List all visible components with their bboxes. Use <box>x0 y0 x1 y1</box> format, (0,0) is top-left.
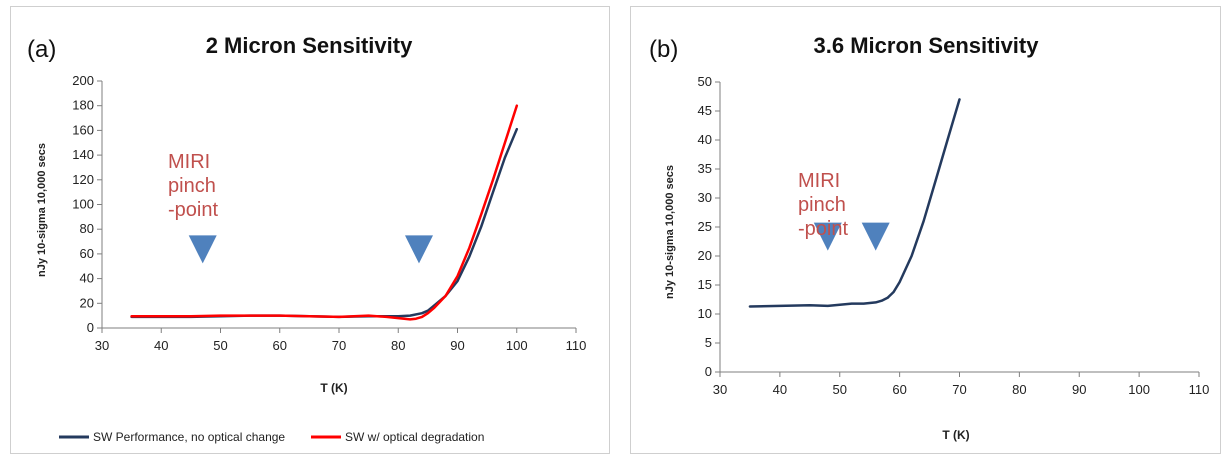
chart-a-y-tick-label: 120 <box>72 172 94 187</box>
chart-panel-b: (b) 3.6 Micron Sensitivity 0 5 10 15 20 25 30 3… <box>630 6 1221 454</box>
plot-area-b: 0 5 10 15 20 25 30 35 40 45 50 30 40 50 60 70 80 90 100 110… <box>698 74 1210 397</box>
chart-a-x-tick-label: 70 <box>332 338 346 353</box>
chart-b-series-line-1 <box>748 98 961 308</box>
chart-b-x-tick-label: 90 <box>1072 382 1086 397</box>
chart-a-annotation-line-2: pinch <box>168 175 216 197</box>
chart-a-x-tick-label: 40 <box>154 338 168 353</box>
chart-b-y-tick-label: 40 <box>698 132 712 147</box>
chart-b-y-tick-label: 10 <box>698 306 712 321</box>
chart-a-y-tick-label: 100 <box>72 197 94 212</box>
chart-a-x-tick-label: 50 <box>213 338 227 353</box>
chart-a-annotation-line-1: MIRI <box>168 151 210 173</box>
y-axis-label-a: nJy 10-sigma 10,000 secs <box>36 143 48 277</box>
plot-area-a: 0 20 40 60 80 100 120 140 160 180 200 30 40 50 60 70 80 9… <box>72 73 586 353</box>
chart-title-b: 3.6 Micron Sensitivity <box>814 33 1040 58</box>
chart-b-y-tick-label: 35 <box>698 161 712 176</box>
chart-a-y-tick-label: 20 <box>80 295 94 310</box>
chart-b-y-tick-label: 30 <box>698 190 712 205</box>
chart-a-y-tick-label: 160 <box>72 122 94 137</box>
chart-b-x-tick-label: 70 <box>952 382 966 397</box>
chart-b-y-tick-label: 5 <box>705 335 712 350</box>
chart-a-x-tick-label: 30 <box>95 338 109 353</box>
chart-a-y-tick-label: 140 <box>72 147 94 162</box>
chart-b-y-tick-label: 15 <box>698 277 712 292</box>
chart-b-y-tick-label: 45 <box>698 103 712 118</box>
chart-b-x-tick-label: 80 <box>1012 382 1026 397</box>
chart-b-svg: (b) 3.6 Micron Sensitivity 0 5 10 15 20 25 30 3… <box>649 33 1210 442</box>
chart-b-x-tick-label: 40 <box>773 382 787 397</box>
chart-a-y-tick-label: 80 <box>80 221 94 236</box>
chart-a-x-tick-label: 110 <box>566 338 587 353</box>
legend-label-series-2: SW w/ optical degradation <box>345 430 484 444</box>
y-axis-label-b: nJy 10-sigma 10,000 secs <box>664 165 676 299</box>
panel-label-b: (b) <box>649 36 678 63</box>
chart-b-marker-triangle-1 <box>813 222 842 251</box>
chart-a-marker-triangle-1 <box>188 235 217 264</box>
chart-a-y-tick-label: 40 <box>80 271 94 286</box>
chart-a-series-line-2 <box>130 104 519 321</box>
chart-a-y-tick-label: 200 <box>72 73 94 88</box>
chart-b-y-tick-label: 0 <box>705 364 712 379</box>
chart-b-y-tick-label: 50 <box>698 74 712 89</box>
chart-b-y-tick-label: 25 <box>698 219 712 234</box>
chart-b-x-tick-label: 100 <box>1128 382 1150 397</box>
chart-a-y-tick-label: 0 <box>87 320 94 335</box>
panel-label-a: (a) <box>27 36 56 63</box>
chart-title-a: 2 Micron Sensitivity <box>206 33 413 58</box>
chart-b-x-tick-label: 60 <box>892 382 906 397</box>
chart-a-y-tick-label: 60 <box>80 246 94 261</box>
chart-a-x-tick-label: 80 <box>391 338 405 353</box>
chart-a-marker-triangle-2 <box>404 235 433 264</box>
chart-a-svg: (a) 2 Micron Sensitivity 0 20 40 60 80 100 120… <box>27 33 586 444</box>
chart-b-annotation-line-1: MIRI <box>798 170 840 192</box>
chart-a-annotation-line-3: -point <box>168 199 218 221</box>
chart-b-annotation-line-2: pinch <box>798 194 846 216</box>
chart-a-x-tick-label: 90 <box>450 338 464 353</box>
chart-a-y-tick-label: 180 <box>72 98 94 113</box>
chart-b-x-tick-label: 50 <box>833 382 847 397</box>
chart-b-annotation-line-3: -point <box>798 218 848 240</box>
chart-panel-a: (a) 2 Micron Sensitivity 0 20 40 60 80 100 120… <box>10 6 610 454</box>
chart-b-y-tick-label: 20 <box>698 248 712 263</box>
chart-a-x-tick-label: 60 <box>273 338 287 353</box>
chart-b-x-tick-label: 110 <box>1189 382 1210 397</box>
legend-label-series-1: SW Performance, no optical change <box>93 430 285 444</box>
chart-b-x-tick-label: 30 <box>713 382 727 397</box>
chart-a-x-tick-label: 100 <box>506 338 528 353</box>
x-axis-label-a: T (K) <box>320 381 347 395</box>
x-axis-label-b: T (K) <box>942 428 969 442</box>
chart-b-marker-triangle-2 <box>861 222 890 251</box>
legend-a: SW Performance, no optical change SW w/ … <box>59 430 484 444</box>
